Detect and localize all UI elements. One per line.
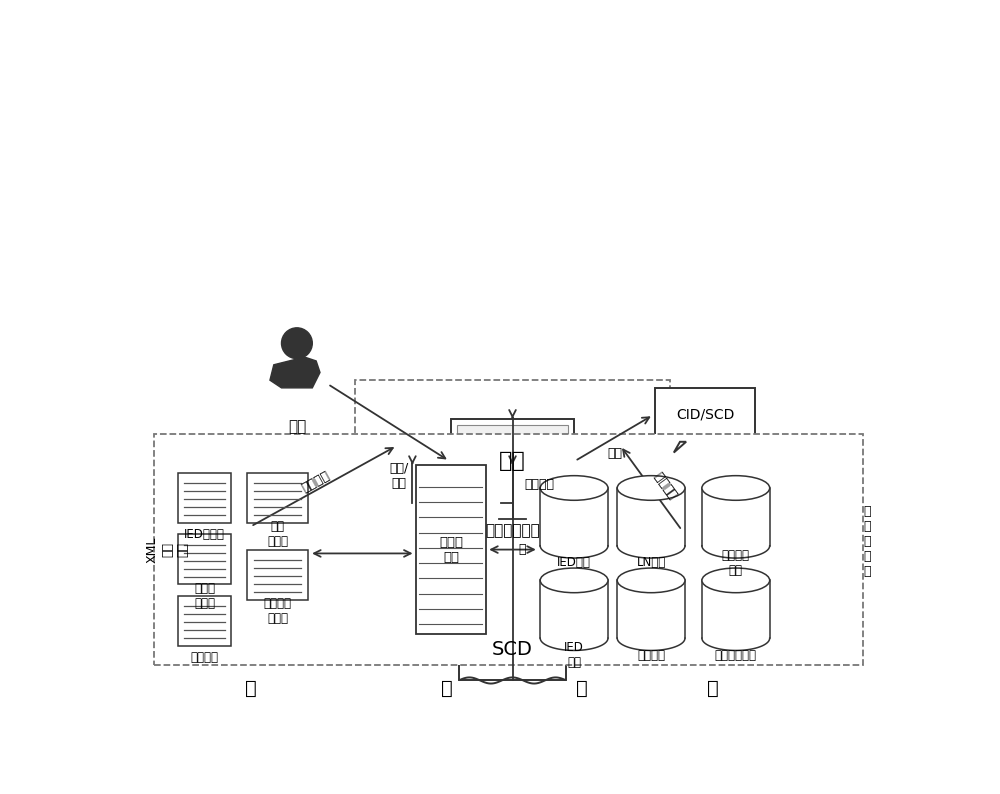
Text: 平: 平	[576, 679, 588, 698]
Ellipse shape	[617, 568, 685, 592]
Text: IED列表: IED列表	[557, 556, 591, 569]
Text: 详细通信
信息: 详细通信 信息	[722, 549, 750, 576]
Text: 常
用
数
据
库: 常 用 数 据 库	[863, 505, 870, 578]
Text: 用户: 用户	[288, 419, 306, 434]
Text: 合并检出: 合并检出	[524, 478, 554, 491]
Text: CID/SCD: CID/SCD	[676, 408, 734, 422]
Text: 电压等级信息: 电压等级信息	[715, 649, 757, 661]
FancyBboxPatch shape	[247, 472, 308, 522]
FancyBboxPatch shape	[178, 472, 231, 522]
FancyBboxPatch shape	[702, 488, 770, 545]
FancyBboxPatch shape	[451, 418, 574, 503]
Text: 间隔信息: 间隔信息	[637, 649, 665, 661]
Text: 导出: 导出	[607, 447, 622, 460]
Text: 如: 如	[519, 543, 526, 556]
Polygon shape	[674, 441, 686, 453]
FancyBboxPatch shape	[416, 464, 486, 634]
FancyBboxPatch shape	[655, 388, 755, 441]
FancyBboxPatch shape	[459, 619, 566, 680]
FancyBboxPatch shape	[540, 488, 608, 545]
Text: IED
信息: IED 信息	[564, 641, 584, 669]
FancyBboxPatch shape	[617, 488, 685, 545]
Text: IED文件片: IED文件片	[184, 528, 225, 541]
Ellipse shape	[702, 476, 770, 500]
Text: 解耦/
更新: 解耦/ 更新	[389, 462, 408, 491]
Circle shape	[282, 328, 312, 359]
Text: 头文件片: 头文件片	[190, 651, 218, 664]
Text: 直接读取: 直接读取	[300, 469, 332, 495]
Ellipse shape	[617, 476, 685, 500]
Text: 通信
文件片: 通信 文件片	[267, 520, 288, 548]
Text: 配置: 配置	[499, 451, 526, 471]
Ellipse shape	[702, 568, 770, 592]
Ellipse shape	[540, 476, 608, 500]
Text: XML
文件
片段: XML 文件 片段	[146, 537, 189, 563]
FancyBboxPatch shape	[178, 534, 231, 584]
FancyBboxPatch shape	[154, 434, 863, 665]
Text: 关系映
射表: 关系映 射表	[439, 536, 463, 564]
FancyBboxPatch shape	[540, 580, 608, 638]
Text: LN列表: LN列表	[636, 556, 666, 569]
Text: 变电站
文件片: 变电站 文件片	[194, 582, 215, 610]
Text: 台: 台	[707, 679, 719, 698]
Ellipse shape	[540, 568, 608, 592]
FancyBboxPatch shape	[702, 580, 770, 638]
FancyBboxPatch shape	[457, 425, 568, 497]
Text: 数: 数	[245, 679, 257, 698]
Text: 系统配置工具: 系统配置工具	[485, 522, 540, 538]
Text: 直接读取: 直接读取	[652, 468, 681, 500]
Text: 数据模板
文件片: 数据模板 文件片	[264, 597, 292, 625]
Text: 据: 据	[441, 679, 453, 698]
Polygon shape	[270, 357, 320, 388]
FancyBboxPatch shape	[247, 549, 308, 599]
FancyBboxPatch shape	[178, 596, 231, 646]
Text: SCD: SCD	[492, 640, 533, 659]
FancyBboxPatch shape	[617, 580, 685, 638]
